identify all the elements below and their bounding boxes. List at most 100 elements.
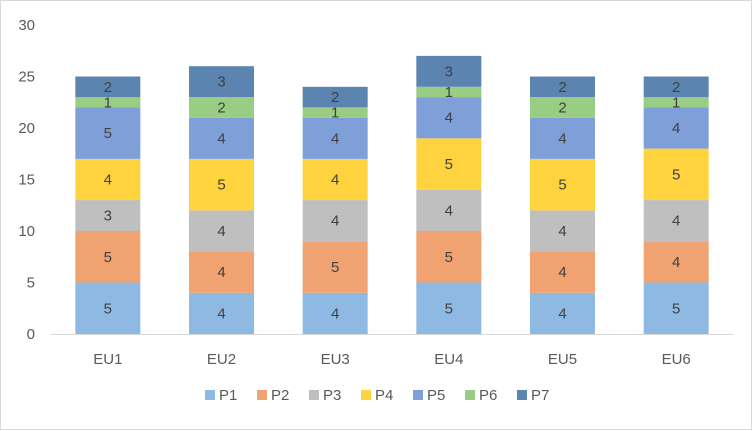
data-label: 4 (104, 172, 112, 189)
bar-segment (530, 97, 595, 118)
bar-segment (530, 117, 595, 159)
bar-segment (643, 148, 709, 201)
data-label: 2 (104, 79, 112, 96)
data-label: 4 (558, 223, 566, 240)
data-label: 4 (217, 264, 225, 281)
data-label: 2 (558, 99, 566, 116)
data-label: 4 (672, 120, 680, 137)
bar-segment (530, 210, 595, 252)
bar-segment (643, 200, 709, 242)
legend-swatch (465, 390, 475, 400)
data-label: 4 (331, 213, 339, 230)
bar-segment (75, 282, 141, 334)
bar-segment (530, 251, 595, 293)
data-label: 5 (217, 177, 225, 194)
bar-segment (75, 97, 141, 108)
data-label: 5 (445, 156, 453, 173)
bar-segment (416, 189, 482, 231)
bar-segment (643, 107, 709, 149)
data-label: 4 (445, 202, 453, 219)
data-label: 4 (331, 130, 339, 147)
data-label: 5 (104, 249, 112, 266)
legend-label: P4 (375, 387, 393, 404)
y-tick-label: 5 (27, 275, 35, 292)
data-label: 2 (331, 89, 339, 106)
bar-segment (75, 107, 141, 159)
bar-segment (643, 76, 709, 98)
x-tick-label: EU3 (321, 351, 350, 368)
legend-label: P7 (531, 387, 549, 404)
bar-segment (643, 241, 709, 283)
data-label: 3 (104, 208, 112, 225)
bar-segment (189, 97, 254, 118)
bar-segment (302, 86, 368, 108)
legend-label: P1 (219, 387, 237, 404)
legend-swatch (205, 390, 215, 400)
data-label: 4 (217, 305, 225, 322)
data-label: 4 (558, 264, 566, 281)
bar-segment (189, 117, 254, 159)
bar-segment (530, 76, 595, 98)
bar-segment (416, 97, 482, 139)
bar-segment (189, 158, 254, 211)
bar-segment (189, 251, 254, 293)
bar-segment (416, 231, 482, 283)
data-label: 4 (558, 130, 566, 147)
x-tick-label: EU4 (434, 351, 463, 368)
data-label: 4 (217, 130, 225, 147)
data-label: 5 (445, 300, 453, 317)
data-label: 1 (331, 105, 339, 122)
data-label: 4 (558, 305, 566, 322)
data-label: 5 (104, 125, 112, 142)
bar-segment (75, 231, 141, 283)
data-label: 4 (672, 254, 680, 271)
data-label: 4 (217, 223, 225, 240)
bar-segment (643, 282, 709, 334)
legend-label: P3 (323, 387, 341, 404)
data-label: 4 (445, 110, 453, 127)
legend-swatch (517, 390, 527, 400)
data-label: 5 (558, 177, 566, 194)
bar-segment (75, 76, 141, 98)
data-label: 3 (445, 63, 453, 80)
legend-swatch (361, 390, 371, 400)
y-axis-ticks: 0 5 10 15 20 25 30 (18, 17, 35, 343)
bar-segment (302, 158, 368, 201)
bar-segment (416, 55, 482, 87)
data-label: 5 (672, 166, 680, 183)
x-tick-label: EU2 (207, 351, 236, 368)
y-tick-label: 0 (27, 326, 35, 343)
y-tick-label: 30 (18, 17, 35, 34)
data-label: 5 (331, 259, 339, 276)
x-tick-label: EU6 (662, 351, 691, 368)
data-label: 3 (217, 74, 225, 91)
data-label: 4 (331, 172, 339, 189)
x-tick-label: EU1 (93, 351, 122, 368)
x-axis-ticks: EU1 EU2 EU3 EU4 EU5 EU6 (93, 351, 691, 368)
y-tick-label: 20 (18, 120, 35, 137)
bar-segment (416, 282, 482, 334)
data-label: 2 (558, 79, 566, 96)
bar-segment (416, 138, 482, 190)
legend-swatch (309, 390, 319, 400)
bars-group: 5534512444542345444125545413444542254454… (75, 55, 709, 334)
bar-segment (189, 292, 254, 334)
y-tick-label: 10 (18, 223, 35, 240)
bar-segment (530, 158, 595, 211)
bar-segment (75, 200, 141, 231)
data-label: 5 (672, 300, 680, 317)
legend-label: P5 (427, 387, 445, 404)
data-label: 1 (445, 84, 453, 101)
legend-swatch (413, 390, 423, 400)
bar-segment (643, 97, 709, 108)
y-tick-label: 25 (18, 69, 35, 86)
bar-segment (530, 292, 595, 334)
bar-segment (302, 292, 368, 334)
legend: P1 P2 P3 P4 P5 P6 P7 (205, 387, 549, 404)
data-label: 2 (672, 79, 680, 96)
bar-segment (302, 200, 368, 242)
legend-swatch (257, 390, 267, 400)
bar-segment (302, 241, 368, 293)
